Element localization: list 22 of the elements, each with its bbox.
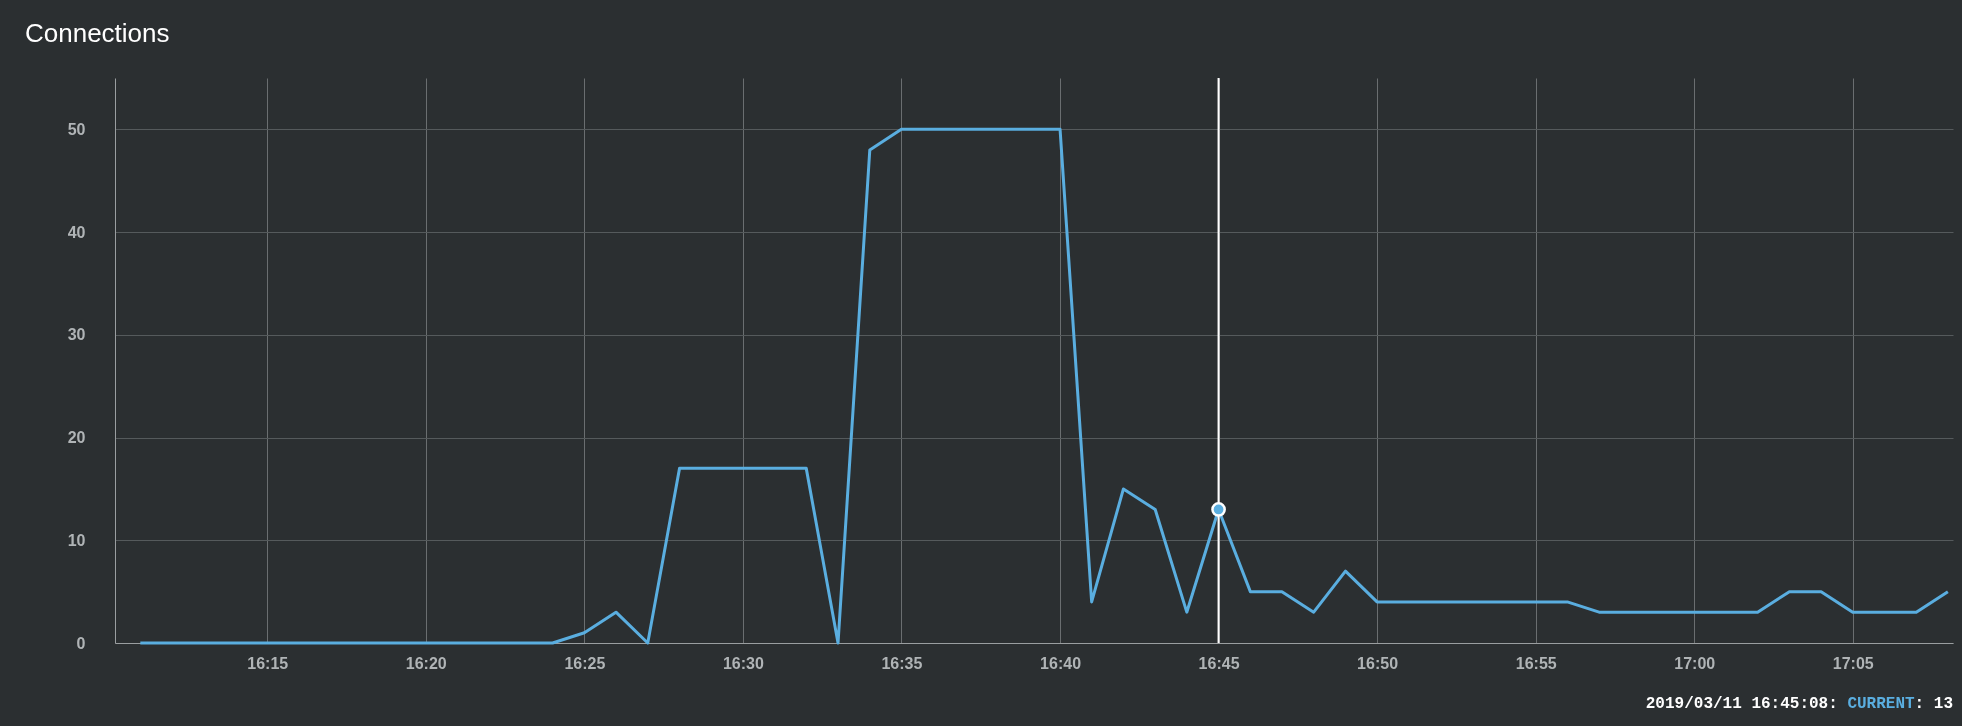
y-tick-label: 10 (67, 531, 86, 549)
x-tick-label: 16:50 (1357, 654, 1399, 672)
text: CURRENT (1847, 695, 1915, 713)
y-tick-label: 50 (67, 120, 86, 138)
y-tick-label: 30 (67, 326, 86, 344)
x-tick-label: 17:00 (1674, 654, 1716, 672)
x-tick-label: 16:45 (1198, 654, 1240, 672)
line-series (138, 127, 1950, 645)
x-tick-label: 16:35 (881, 654, 923, 672)
x-tick-label: 16:15 (247, 654, 289, 672)
y-tick-label: 20 (67, 429, 86, 447)
chart-title: Connections (25, 18, 170, 48)
y-tick-label: 0 (76, 634, 86, 652)
x-tick-label: 16:20 (405, 654, 447, 672)
text: 2019/03/11 16:45:08: (1645, 695, 1838, 713)
y-tick-label: 40 (67, 223, 86, 241)
text: : 13 (1914, 695, 1953, 713)
x-tick-label: 16:30 (722, 654, 764, 672)
x-tick-label: 16:25 (564, 654, 606, 672)
x-tick-label: 16:55 (1515, 654, 1557, 672)
x-tick-label: 16:40 (1040, 654, 1082, 672)
x-tick-label: 17:05 (1832, 654, 1874, 672)
